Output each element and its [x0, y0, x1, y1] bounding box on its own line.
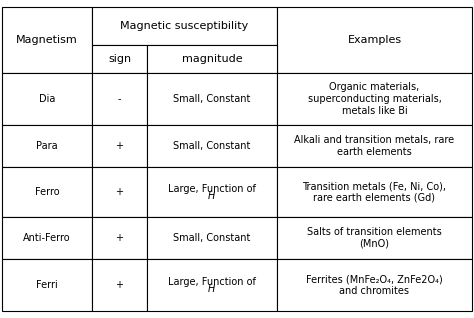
Text: Organic materials,
superconducting materials,
metals like Bi: Organic materials, superconducting mater…: [308, 82, 441, 116]
Text: Large, Function of: Large, Function of: [168, 277, 256, 287]
Bar: [147, 73, 277, 125]
Text: Para: Para: [36, 141, 58, 151]
Bar: [2, 259, 92, 311]
Text: +: +: [116, 280, 124, 290]
Bar: [277, 7, 472, 73]
Bar: [277, 259, 472, 311]
Bar: [2, 7, 92, 73]
Text: Small, Constant: Small, Constant: [173, 233, 251, 243]
Text: Dia: Dia: [39, 94, 55, 104]
Text: Magnetic susceptibility: Magnetic susceptibility: [120, 21, 249, 31]
Bar: [92, 125, 147, 167]
Bar: [92, 73, 147, 125]
Bar: [92, 167, 147, 217]
Bar: [147, 45, 277, 73]
Text: $\it{H}$: $\it{H}$: [208, 190, 217, 202]
Bar: [147, 217, 277, 259]
Bar: [2, 167, 92, 217]
Text: +: +: [116, 141, 124, 151]
Text: magnitude: magnitude: [182, 54, 242, 64]
Bar: [92, 217, 147, 259]
Text: Magnetism: Magnetism: [16, 35, 78, 45]
Text: Anti-Ferro: Anti-Ferro: [23, 233, 71, 243]
Text: Ferro: Ferro: [35, 187, 59, 197]
Text: Salts of transition elements
(MnO): Salts of transition elements (MnO): [307, 227, 442, 249]
Text: +: +: [116, 187, 124, 197]
Text: Small, Constant: Small, Constant: [173, 141, 251, 151]
Bar: [2, 217, 92, 259]
Bar: [277, 217, 472, 259]
Text: Small, Constant: Small, Constant: [173, 94, 251, 104]
Text: -: -: [118, 94, 121, 104]
Text: sign: sign: [108, 54, 131, 64]
Bar: [2, 73, 92, 125]
Text: Examples: Examples: [347, 35, 401, 45]
Text: Ferrites (MnFe₂O₄, ZnFe2O₄)
and chromites: Ferrites (MnFe₂O₄, ZnFe2O₄) and chromite…: [306, 274, 443, 296]
Bar: [147, 167, 277, 217]
Bar: [147, 259, 277, 311]
Bar: [92, 45, 147, 73]
Text: Large, Function of: Large, Function of: [168, 183, 256, 194]
Text: +: +: [116, 233, 124, 243]
Bar: [277, 125, 472, 167]
Text: Ferri: Ferri: [36, 280, 58, 290]
Bar: [277, 73, 472, 125]
Text: Transition metals (Fe, Ni, Co),
rare earth elements (Gd): Transition metals (Fe, Ni, Co), rare ear…: [302, 181, 447, 203]
Bar: [92, 7, 277, 45]
Bar: [277, 167, 472, 217]
Text: Alkali and transition metals, rare
earth elements: Alkali and transition metals, rare earth…: [294, 135, 455, 157]
Bar: [2, 125, 92, 167]
Bar: [92, 259, 147, 311]
Bar: [147, 125, 277, 167]
Text: $\it{H}$: $\it{H}$: [208, 282, 217, 294]
